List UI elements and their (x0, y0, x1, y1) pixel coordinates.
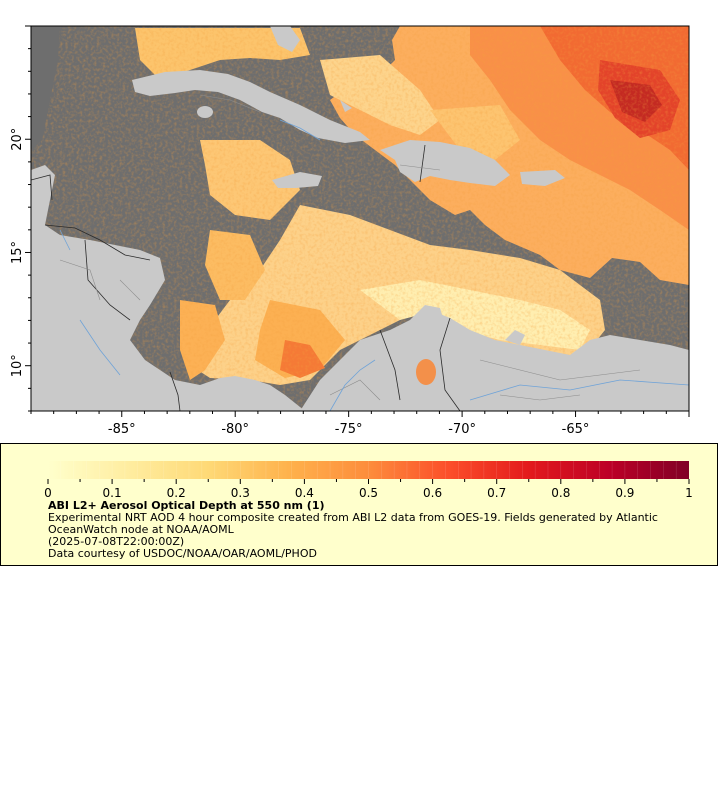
legend-box: 0 0.1 0.2 0.3 0.4 0.5 0.6 0.7 0.8 0.9 1 ABI L2+ Ae… (0, 443, 718, 566)
colorbar-tick-label: 0.5 (359, 486, 378, 500)
colorbar-tick-label: 0.6 (423, 486, 442, 500)
legend-text: ABI L2+ Aerosol Optical Depth at 550 nm … (48, 500, 698, 560)
internal-borders (59, 94, 641, 401)
colorbar-tick-label: 0.4 (295, 486, 314, 500)
country-borders (31, 144, 461, 411)
y-tick-label: 15° (10, 241, 25, 264)
colorbar-tick-label: 1 (685, 486, 693, 500)
rivers (59, 119, 689, 411)
puerto-rico (520, 170, 565, 186)
colorbar-tick-label: 0.2 (167, 486, 186, 500)
colorbar-tick-label: 0.9 (615, 486, 634, 500)
hispaniola (380, 140, 510, 186)
cuba (132, 70, 370, 143)
y-tick-label: 10° (10, 354, 25, 377)
legend-credit: Data courtesy of USDOC/NOAA/OAR/AOML/PHO… (48, 547, 317, 560)
map[interactable]: -85° -80° -75° -70° -65° 20° 15° 10° (0, 0, 720, 440)
colorbar-tick-label: 0 (44, 486, 52, 500)
x-tick-label: -70° (448, 422, 476, 437)
y-axis: 20° 15° 10° (10, 25, 31, 412)
x-tick-label: -85° (108, 422, 136, 437)
x-tick-label: -65° (562, 422, 590, 437)
legend-description: Experimental NRT AOD 4 hour composite cr… (48, 511, 658, 536)
colorbar-ticks: 0 0.1 0.2 0.3 0.4 0.5 0.6 0.7 0.8 0.9 1 (44, 479, 693, 500)
x-tick-label: -75° (335, 422, 363, 437)
x-axis: -85° -80° -75° -70° -65° (30, 411, 690, 437)
lake-maracaibo (416, 359, 436, 385)
colorbar-tick-label: 0.3 (231, 486, 250, 500)
colorbar-tick-label: 0.1 (103, 486, 122, 500)
x-tick-label: -80° (221, 422, 249, 437)
colorbar-gradient (48, 461, 689, 479)
colorbar: 0 0.1 0.2 0.3 0.4 0.5 0.6 0.7 0.8 0.9 1 (44, 461, 693, 500)
legend-title: ABI L2+ Aerosol Optical Depth at 550 nm … (48, 499, 325, 512)
colorbar-tick-label: 0.7 (487, 486, 506, 500)
y-tick-label: 20° (10, 128, 25, 151)
plot-frame (30, 25, 690, 412)
colorbar-steps (60, 461, 677, 479)
legend-date: (2025-07-08T22:00:00Z) (48, 535, 185, 548)
colorbar-tick-label: 0.8 (551, 486, 570, 500)
jamaica (272, 172, 322, 188)
aod-field (31, 26, 689, 411)
